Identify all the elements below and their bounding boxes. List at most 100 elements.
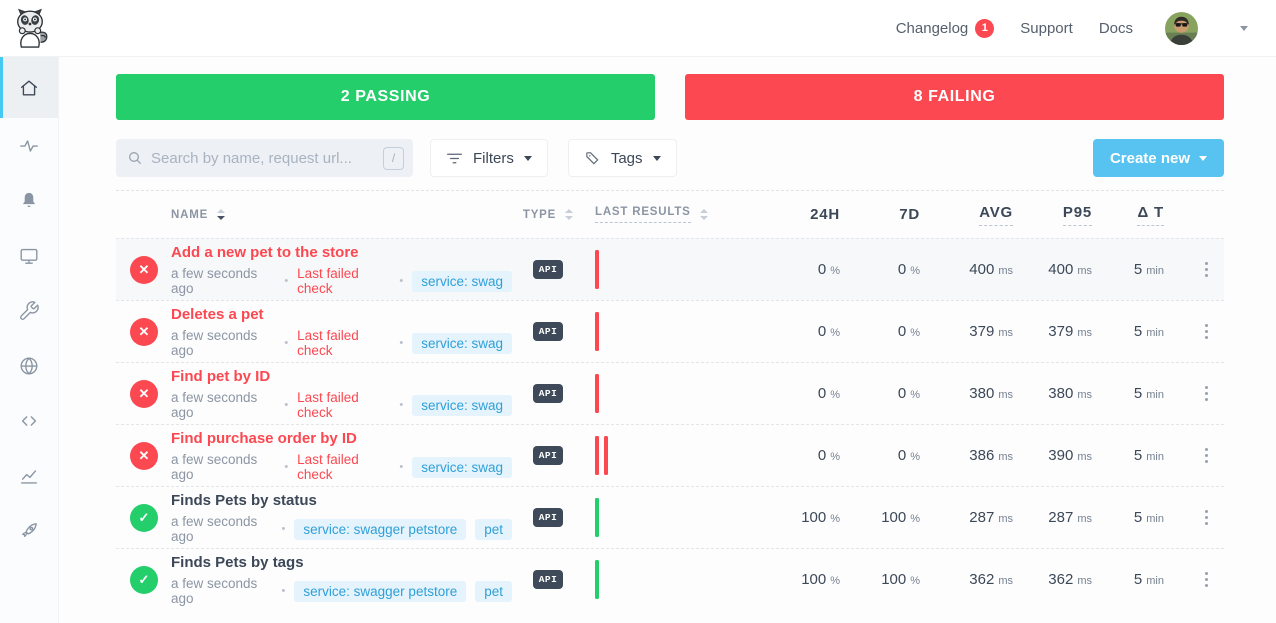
sidebar-item-alerts[interactable] [0,173,58,228]
check-type-badge: API [532,446,564,465]
sort-arrows-icon [699,209,708,220]
check-type-badge: API [532,260,564,279]
cell-delta-t: 5 min [1133,385,1164,402]
table-row[interactable]: Find purchase order by ID a few seconds … [116,424,1224,486]
sort-arrows-icon [217,209,226,220]
cell-p95: 362 ms [1048,571,1092,588]
sidebar-item-home[interactable] [0,57,58,118]
check-tag[interactable]: service: swag [412,332,512,354]
cell-p95: 287 ms [1048,509,1092,526]
monitor-icon [20,248,38,264]
check-tag[interactable]: service: swag [412,394,512,416]
row-options-kebab-menu[interactable] [1201,444,1213,468]
table-row[interactable]: Add a new pet to the store a few seconds… [116,238,1224,300]
check-type-badge: API [532,570,564,589]
row-options-kebab-menu[interactable] [1201,568,1213,592]
check-tag[interactable]: service: swagger petstore [294,580,467,602]
top-navigation: Changelog 1 Support Docs [896,11,1248,45]
check-name[interactable]: Deletes a pet [171,306,264,323]
check-name[interactable]: Finds Pets by status [171,492,317,509]
cell-avg: 386 ms [969,447,1013,464]
cell-avg: 379 ms [969,323,1013,340]
check-time: a few seconds ago [171,514,258,544]
check-tag[interactable]: service: swag [412,270,512,292]
column-header-name[interactable]: NAME [171,209,226,221]
search-input[interactable] [151,149,375,167]
user-menu-caret-icon[interactable] [1240,25,1248,31]
check-tag[interactable]: service: swag [412,456,512,478]
cell-7d: 0% [897,385,920,402]
last-results-sparkline [584,498,774,537]
create-new-button[interactable]: Create new [1092,139,1224,177]
column-header-avg: AVG [979,204,1013,226]
search-icon [129,152,142,165]
column-header-p95: P95 [1062,204,1092,226]
cell-avg: 362 ms [969,571,1013,588]
sidebar-item-maintenance[interactable] [0,283,58,338]
subtitle-separator-dot: • [284,461,289,473]
check-subtitle: a few seconds ago • Last failed check • ser… [171,390,512,420]
home-icon [20,80,38,95]
last-results-sparkline [584,560,774,599]
result-bar-pass [595,498,599,537]
check-tag[interactable]: pet [475,518,512,540]
sidebar-item-snippets[interactable] [0,393,58,448]
sidebar-item-dashboards[interactable] [0,228,58,283]
nav-support[interactable]: Support [1020,20,1073,37]
sidebar-item-activity[interactable] [0,118,58,173]
nav-support-label: Support [1020,19,1073,37]
check-tag[interactable]: service: swagger petstore [294,518,467,540]
globe-icon [20,357,38,374]
tags-button[interactable]: Tags [567,139,677,177]
sidebar-item-quickstart[interactable] [0,503,58,558]
check-name[interactable]: Find purchase order by ID [171,430,357,447]
check-subtitle: a few seconds ago • Last failed check • ser… [171,266,512,296]
tags-button-label: Tags [610,149,643,167]
column-header-type[interactable]: TYPE [523,209,574,221]
failing-banner[interactable]: 8 FAILING [685,74,1224,120]
table-row[interactable]: Finds Pets by status a few seconds ago •… [116,486,1224,548]
table-row[interactable]: Deletes a pet a few seconds ago • Last fa… [116,300,1224,362]
subtitle-separator-dot: • [284,337,289,349]
avatar-photo [1165,11,1198,45]
nav-changelog[interactable]: Changelog 1 [896,18,995,38]
header-last-results-label: LAST RESULTS [595,206,691,223]
check-name[interactable]: Add a new pet to the store [171,244,359,261]
row-options-kebab-menu[interactable] [1201,382,1213,406]
last-failed-check-note: Last failed check [297,452,359,482]
sort-arrows-icon [565,209,574,220]
cell-avg: 380 ms [969,385,1013,402]
check-tag[interactable]: pet [475,580,512,602]
check-name[interactable]: Find pet by ID [171,368,271,385]
cell-24h: 0% [817,447,840,464]
cell-avg: 400 ms [969,261,1013,278]
checkly-raccoon-logo[interactable] [10,7,50,49]
cell-delta-t: 5 min [1133,509,1164,526]
main-content: 2 PASSING 8 FAILING / Filters Tags [59,57,1276,623]
top-bar: Changelog 1 Support Docs [0,0,1276,57]
row-options-kebab-menu[interactable] [1201,506,1213,530]
user-avatar[interactable] [1165,11,1198,45]
column-header-last-results[interactable]: LAST RESULTS [595,206,708,223]
sidebar-item-private-locations[interactable] [0,338,58,393]
status-summary: 2 PASSING 8 FAILING [116,74,1224,120]
row-options-kebab-menu[interactable] [1201,258,1213,282]
table-row[interactable]: Find pet by ID a few seconds ago • Last f… [116,362,1224,424]
cell-24h: 100% [801,571,840,588]
filters-button[interactable]: Filters [430,139,548,177]
sidebar-item-analytics[interactable] [0,448,58,503]
result-bar-fail [595,374,599,413]
row-options-kebab-menu[interactable] [1201,320,1213,344]
cell-p95: 390 ms [1048,447,1092,464]
check-name[interactable]: Finds Pets by tags [171,554,304,571]
table-row[interactable]: Finds Pets by tags a few seconds ago • se… [116,548,1224,610]
check-subtitle: a few seconds ago • service: swagger pets… [171,576,512,606]
nav-docs[interactable]: Docs [1099,20,1133,37]
search-box: / [116,139,413,177]
last-failed-check-note: Last failed check [297,266,359,296]
check-type-badge: API [532,508,564,527]
cell-delta-t: 5 min [1133,261,1164,278]
passing-banner[interactable]: 2 PASSING [116,74,655,120]
cell-7d: 0% [897,447,920,464]
search-shortcut-key: / [383,146,404,170]
